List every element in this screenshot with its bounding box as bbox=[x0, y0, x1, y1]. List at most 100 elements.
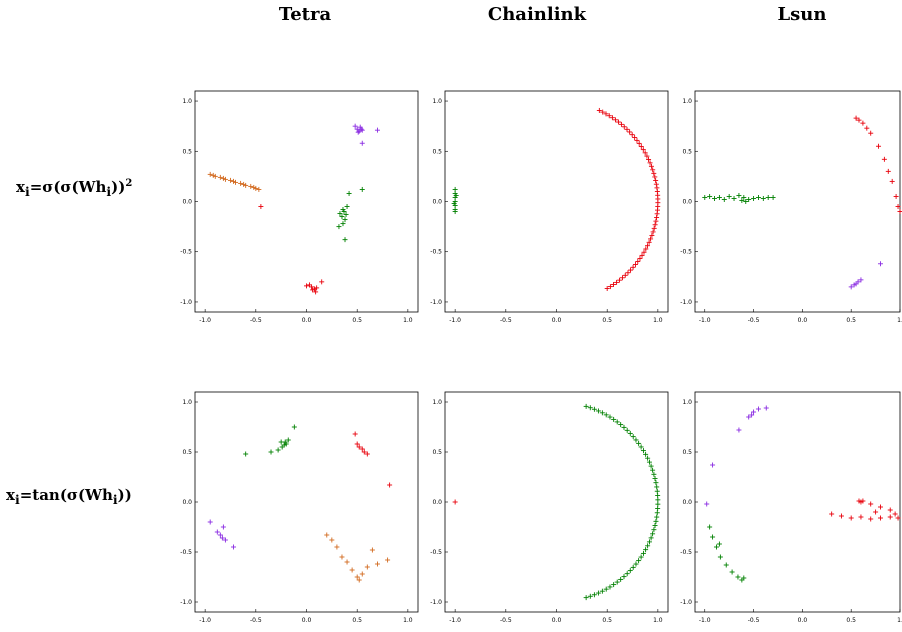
point-green bbox=[721, 196, 727, 202]
y-tick-label: 0.5 bbox=[432, 449, 442, 456]
scatter-chainlink-row2: -1.0 -0.5 0.0 0.5 1.0 1.0 0.5 0.0 -0.5 -1.0 bbox=[430, 391, 669, 624]
y-tick-label: -0.5 bbox=[680, 549, 692, 556]
plot-frame bbox=[444, 391, 669, 613]
point-purple bbox=[736, 427, 742, 433]
point-red bbox=[892, 511, 898, 517]
point-orange bbox=[227, 177, 233, 183]
point-purple bbox=[877, 261, 883, 267]
point-green bbox=[340, 221, 346, 227]
x-tick-label: -0.5 bbox=[250, 317, 262, 324]
x-tick-label: -0.5 bbox=[250, 617, 262, 624]
point-red bbox=[653, 181, 659, 187]
point-red bbox=[364, 451, 370, 457]
point-red bbox=[646, 156, 652, 162]
point-orange bbox=[241, 181, 247, 187]
point-red bbox=[359, 446, 365, 452]
point-green bbox=[342, 217, 348, 223]
x-tick-label: 1.0 bbox=[403, 617, 413, 624]
point-red bbox=[621, 124, 627, 130]
point-green bbox=[268, 449, 274, 455]
point-green bbox=[645, 543, 651, 549]
point-red bbox=[653, 218, 659, 224]
point-red bbox=[603, 111, 609, 117]
point-green bbox=[627, 430, 633, 436]
point-green bbox=[599, 588, 605, 594]
row-label-top: xi=σ(σ(Whi))2 bbox=[16, 178, 133, 199]
point-green bbox=[275, 447, 281, 453]
point-purple bbox=[217, 532, 223, 538]
point-green bbox=[643, 547, 649, 553]
point-green bbox=[723, 562, 729, 568]
x-tick-label: 0.5 bbox=[846, 317, 856, 324]
x-tick-label: -0.5 bbox=[500, 617, 512, 624]
x-tick-label: 0.0 bbox=[552, 617, 562, 624]
point-green bbox=[630, 564, 636, 570]
point-green bbox=[648, 463, 654, 469]
point-red bbox=[647, 160, 653, 166]
point-red bbox=[856, 117, 862, 123]
point-red bbox=[651, 225, 657, 231]
point-green bbox=[291, 424, 297, 430]
point-red bbox=[653, 178, 659, 184]
point-red bbox=[646, 239, 652, 245]
point-orange bbox=[354, 574, 360, 580]
scatter-lsun-row2: -1.0 -0.5 0.0 0.5 1. 1.0 0.5 0.0 -0.5 -1.0 bbox=[680, 391, 902, 624]
point-green bbox=[618, 422, 624, 428]
x-tick-label: 0.5 bbox=[602, 617, 612, 624]
point-orange bbox=[210, 172, 216, 178]
point-red bbox=[853, 115, 859, 121]
point-green bbox=[587, 593, 593, 599]
point-green bbox=[653, 480, 659, 486]
x-tick-label: 1. bbox=[897, 617, 902, 624]
y-tick-label: 0.0 bbox=[432, 499, 442, 506]
point-green bbox=[603, 412, 609, 418]
point-red bbox=[654, 211, 660, 217]
point-red bbox=[885, 168, 891, 174]
point-green bbox=[710, 534, 716, 540]
point-green bbox=[735, 574, 741, 580]
point-red bbox=[632, 261, 638, 267]
point-green bbox=[611, 582, 617, 588]
point-green bbox=[583, 403, 589, 409]
x-tick-label: 0.5 bbox=[352, 317, 362, 324]
x-tick-label: 0.5 bbox=[352, 617, 362, 624]
point-green bbox=[279, 444, 285, 450]
x-tick-label: -1.0 bbox=[449, 617, 461, 624]
point-green bbox=[621, 424, 627, 430]
point-green bbox=[636, 440, 642, 446]
point-orange bbox=[217, 174, 223, 180]
point-green bbox=[760, 195, 766, 201]
point-purple bbox=[374, 127, 380, 133]
point-green bbox=[654, 510, 660, 516]
point-green bbox=[243, 451, 249, 457]
point-orange bbox=[385, 557, 391, 563]
point-purple bbox=[858, 277, 864, 283]
point-red bbox=[868, 130, 874, 136]
x-tick-label: -1.0 bbox=[199, 617, 211, 624]
scatter-chainlink-row1: -1.0 -0.5 0.0 0.5 1.0 1.0 0.5 0.0 -0.5 -1.0 bbox=[430, 90, 669, 324]
point-purple bbox=[222, 537, 228, 543]
point-green bbox=[633, 561, 639, 567]
y-tick-label: -0.5 bbox=[430, 249, 442, 256]
point-green bbox=[339, 214, 345, 220]
point-red bbox=[314, 285, 320, 291]
point-green bbox=[731, 195, 737, 201]
y-tick-label: 1.0 bbox=[182, 98, 192, 105]
plot-frame bbox=[444, 90, 669, 313]
point-green bbox=[717, 554, 723, 560]
point-green bbox=[648, 535, 654, 541]
point-red bbox=[648, 236, 654, 242]
point-green bbox=[336, 224, 342, 230]
y-tick-label: -0.5 bbox=[180, 249, 192, 256]
point-red bbox=[611, 282, 617, 288]
point-red bbox=[893, 193, 899, 199]
point-red bbox=[889, 178, 895, 184]
point-green bbox=[712, 195, 718, 201]
point-red bbox=[887, 514, 893, 520]
point-green bbox=[765, 194, 771, 200]
point-green bbox=[638, 444, 644, 450]
point-green bbox=[603, 586, 609, 592]
point-red bbox=[307, 282, 313, 288]
point-red bbox=[634, 137, 640, 143]
x-tick-label: 0.0 bbox=[798, 317, 808, 324]
